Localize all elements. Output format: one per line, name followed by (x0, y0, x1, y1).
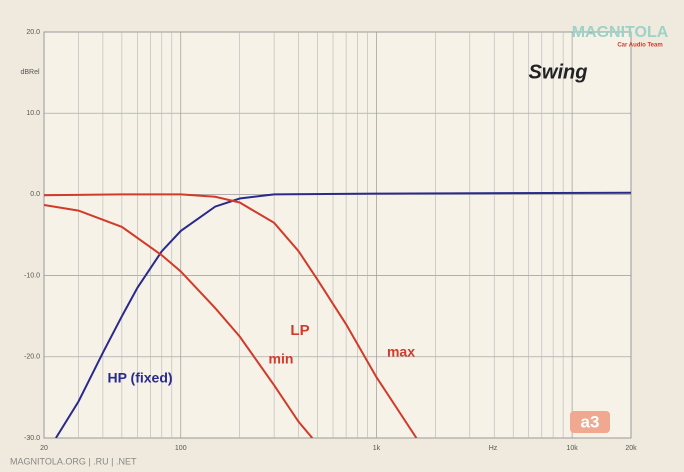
x-tick-label: 100 (175, 445, 187, 452)
x-tick-label: 20 (40, 445, 48, 452)
plot-area (43, 31, 632, 439)
legend-label: max (387, 344, 415, 360)
y-tick-label: 20.0 (26, 29, 40, 36)
y-tick-label: 10.0 (26, 110, 40, 117)
x-axis-label: Hz (489, 445, 498, 452)
watermark-sub: Car Audio Team (617, 43, 662, 49)
legend-label: HP (fixed) (107, 370, 172, 386)
footer: MAGNITOLA.ORG | .RU | .NET (10, 456, 137, 466)
y-tick-label: -30.0 (24, 435, 40, 442)
chart-title: Swing (529, 61, 588, 83)
legend-label: min (269, 351, 294, 367)
y-tick-label: -10.0 (24, 272, 40, 279)
y-axis-label: dBRel (20, 69, 40, 76)
y-tick-label: 0.0 (30, 191, 40, 198)
logo: a3 (581, 412, 600, 431)
x-tick-label: 20k (625, 445, 637, 452)
logo-box (570, 411, 610, 433)
line (44, 193, 418, 438)
y-tick-label: -20.0 (24, 354, 40, 361)
x-tick-label: 10k (566, 445, 578, 452)
line (55, 191, 631, 438)
annotation: LP (290, 322, 309, 339)
watermark: MAGNITOLA (572, 24, 669, 41)
line (44, 204, 314, 438)
x-tick-label: 1k (373, 445, 381, 452)
